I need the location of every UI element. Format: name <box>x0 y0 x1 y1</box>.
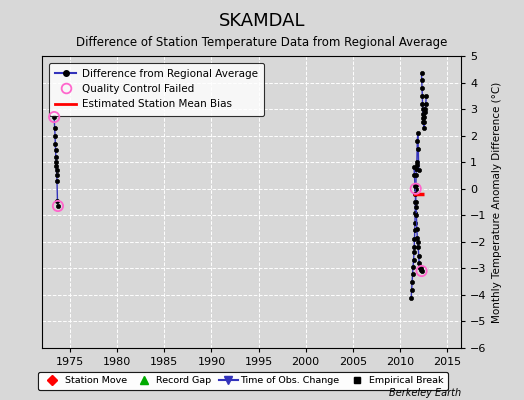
Legend: Station Move, Record Gap, Time of Obs. Change, Empirical Break: Station Move, Record Gap, Time of Obs. C… <box>38 372 448 390</box>
Y-axis label: Monthly Temperature Anomaly Difference (°C): Monthly Temperature Anomaly Difference (… <box>492 81 502 323</box>
Text: SKAMDAL: SKAMDAL <box>219 12 305 30</box>
Point <box>54 203 62 209</box>
Point <box>50 114 58 120</box>
Point <box>417 268 425 274</box>
Point <box>411 186 420 192</box>
Text: Difference of Station Temperature Data from Regional Average: Difference of Station Temperature Data f… <box>77 36 447 49</box>
Text: Berkeley Earth: Berkeley Earth <box>389 388 461 398</box>
